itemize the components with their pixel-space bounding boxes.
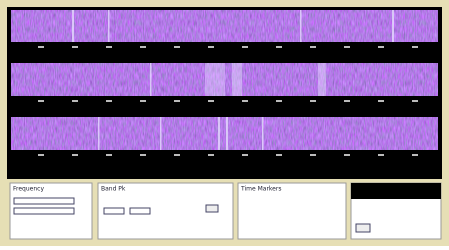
scale-tick: [276, 46, 282, 48]
scale-tick: [310, 46, 316, 48]
scale-tick: [412, 154, 418, 156]
scale-tick: [174, 100, 180, 102]
scale-tick: [72, 154, 78, 156]
scale-tick: [310, 100, 316, 102]
panel-header: [351, 183, 441, 199]
scale-tick: [72, 46, 78, 48]
button[interactable]: [356, 224, 370, 232]
scale-tick: [276, 154, 282, 156]
scale-tick: [378, 154, 384, 156]
scale-tick: [106, 46, 112, 48]
scale-tick: [38, 154, 44, 156]
panel-title: Time Markers: [240, 186, 281, 193]
scale-tick: [344, 100, 350, 102]
screen: Frequency Band Pk Time Markers: [0, 0, 449, 246]
scale-tick: [242, 100, 248, 102]
scale-tick: [106, 100, 112, 102]
scale-tick: [310, 154, 316, 156]
scale-tick: [412, 46, 418, 48]
scale-tick: [72, 100, 78, 102]
scale-tick: [106, 154, 112, 156]
scale-tick: [208, 154, 214, 156]
control-panels: Frequency Band Pk Time Markers: [10, 183, 441, 239]
scale-tick: [208, 46, 214, 48]
panel-title: Band Pk: [101, 186, 126, 193]
scale-tick: [276, 100, 282, 102]
panel-title: Frequency: [13, 186, 44, 193]
scale-tick: [174, 46, 180, 48]
scale-tick: [140, 154, 146, 156]
waterfall: [11, 10, 438, 42]
page: Frequency Band Pk Time Markers (() => { …: [0, 0, 449, 246]
scale-tick: [412, 100, 418, 102]
scale-tick: [378, 46, 384, 48]
button[interactable]: [206, 205, 218, 212]
scale-tick: [38, 46, 44, 48]
scale-tick: [344, 46, 350, 48]
scale-tick: [208, 100, 214, 102]
scale-tick: [242, 46, 248, 48]
scale-tick: [378, 100, 384, 102]
scale-tick: [38, 100, 44, 102]
scale-tick: [174, 154, 180, 156]
scale-tick: [242, 154, 248, 156]
scale-tick: [140, 46, 146, 48]
waterfall: [11, 117, 438, 150]
scale-tick: [344, 154, 350, 156]
waterfall-strips: [11, 10, 438, 156]
scale-tick: [140, 100, 146, 102]
